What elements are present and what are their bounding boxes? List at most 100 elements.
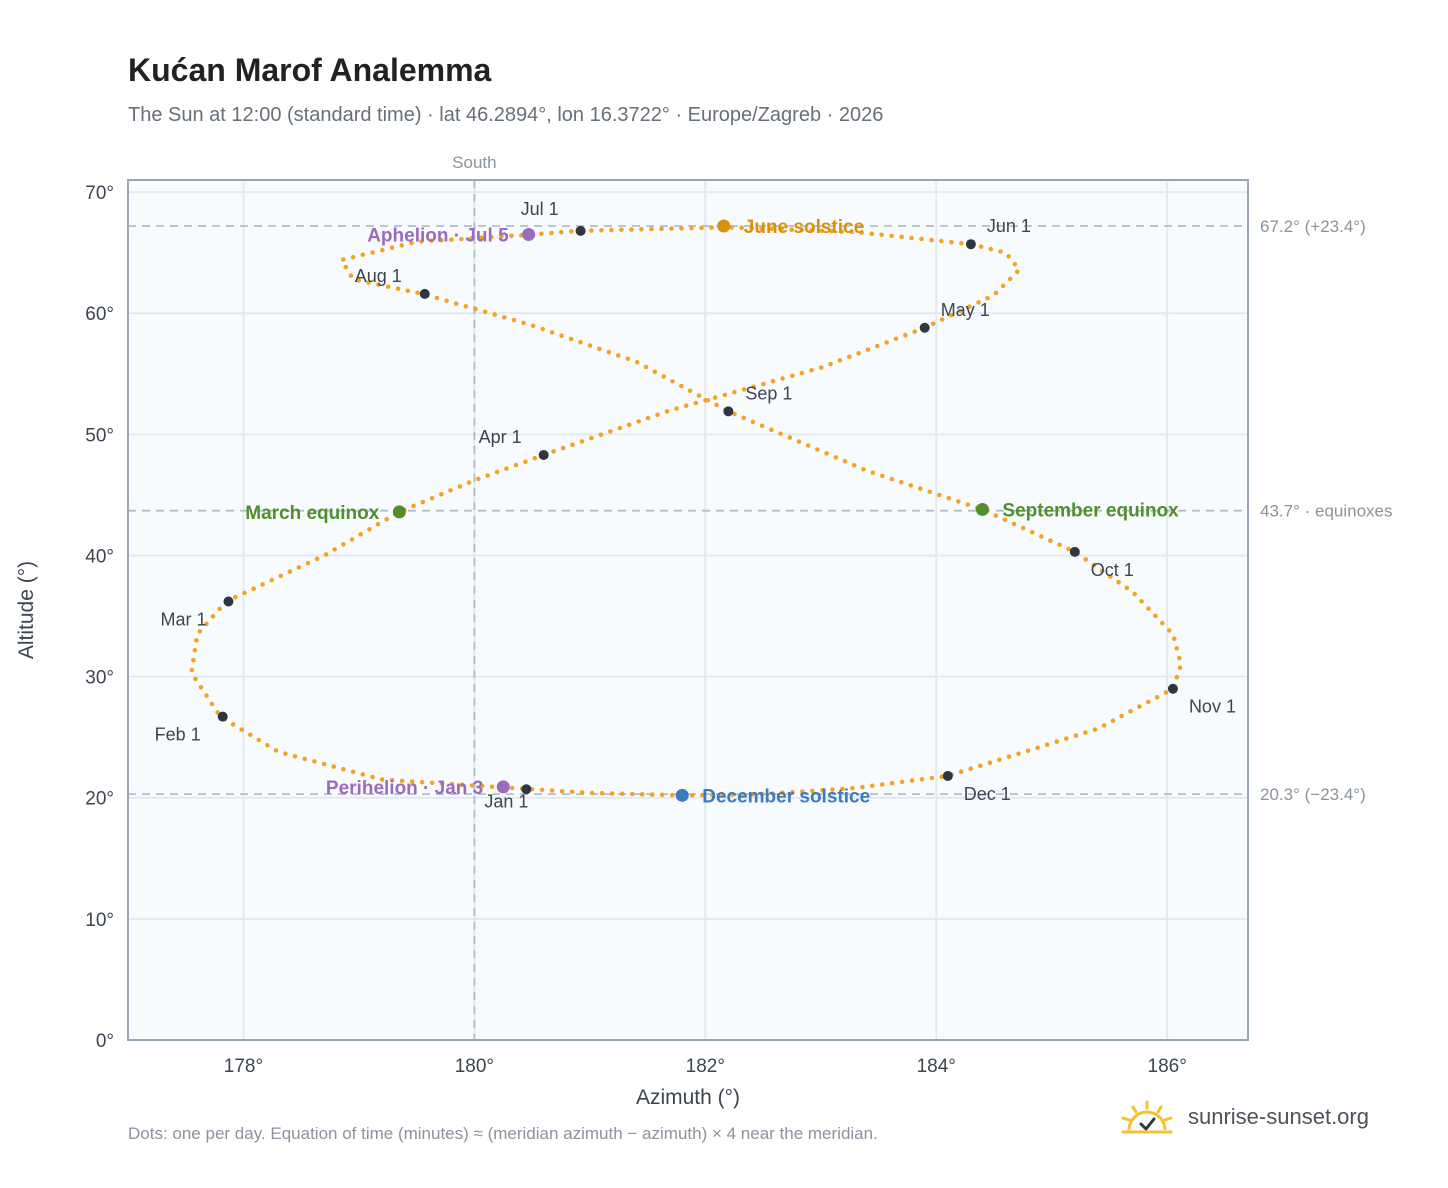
- daily-dot: [204, 693, 209, 698]
- daily-dot: [370, 774, 375, 780]
- daily-dot: [669, 226, 674, 231]
- daily-dot: [670, 792, 675, 798]
- daily-dot: [800, 789, 805, 794]
- reference-line-label: 20.3° (−23.4°): [1260, 785, 1366, 804]
- daily-dot: [830, 787, 835, 792]
- x-tick-label: 178°: [224, 1056, 263, 1077]
- month-marker-dot: [217, 711, 228, 722]
- daily-dot: [287, 569, 293, 574]
- daily-dot: [699, 225, 704, 231]
- daily-dot: [732, 411, 737, 417]
- daily-dot: [849, 229, 854, 235]
- daily-dot: [884, 340, 889, 345]
- daily-dot: [683, 403, 689, 409]
- daily-dot: [739, 225, 744, 230]
- daily-dot: [712, 395, 718, 400]
- month-marker-dot: [419, 288, 430, 299]
- daily-dot: [1174, 674, 1180, 680]
- daily-dot: [395, 286, 401, 292]
- daily-dot: [494, 469, 500, 475]
- event-marker-dot: [392, 505, 406, 519]
- daily-dot: [679, 383, 684, 389]
- daily-dot: [523, 459, 528, 465]
- daily-dot: [700, 792, 705, 798]
- daily-dot: [861, 466, 866, 472]
- daily-dot: [629, 791, 635, 797]
- daily-dot: [349, 537, 355, 542]
- month-marker-label: Oct 1: [1091, 560, 1134, 580]
- daily-dot: [639, 792, 645, 797]
- daily-dot: [939, 238, 944, 244]
- month-marker-dot: [521, 784, 532, 795]
- daily-dot: [829, 228, 834, 234]
- daily-dot: [967, 304, 972, 310]
- event-marker-dot: [717, 219, 731, 233]
- daily-dot: [759, 226, 764, 231]
- daily-dot: [714, 402, 719, 408]
- daily-dot: [204, 621, 209, 627]
- daily-dot: [809, 368, 814, 373]
- daily-dot: [499, 234, 504, 239]
- daily-dot: [463, 304, 469, 309]
- y-tick-label: 70°: [85, 183, 114, 204]
- daily-dot: [820, 787, 825, 793]
- daily-dot: [1016, 751, 1021, 756]
- brand-name: sunrise-sunset.org: [1188, 1104, 1369, 1129]
- daily-dot: [302, 756, 308, 762]
- month-marker-label: Feb 1: [155, 725, 201, 745]
- daily-dot: [619, 791, 625, 796]
- daily-dot: [790, 373, 795, 379]
- daily-dot: [732, 389, 737, 395]
- daily-dot: [420, 499, 426, 505]
- daily-dot: [799, 370, 805, 376]
- daily-dot: [987, 760, 993, 765]
- daily-dot: [251, 586, 256, 591]
- daily-dot: [504, 466, 509, 471]
- daily-dot: [842, 459, 848, 464]
- daily-dot: [1110, 718, 1116, 723]
- daily-dot: [434, 295, 440, 301]
- daily-dots: [189, 225, 1183, 798]
- daily-dot: [209, 701, 215, 707]
- daily-dot: [1020, 525, 1026, 531]
- daily-dot: [769, 427, 774, 433]
- daily-dot: [305, 560, 311, 566]
- daily-dot: [1132, 591, 1137, 597]
- month-marker-dot: [575, 225, 586, 236]
- daily-dot: [760, 791, 765, 797]
- daily-dot: [690, 792, 695, 798]
- daily-dot: [659, 792, 665, 798]
- daily-dot: [860, 784, 865, 790]
- daily-dot: [384, 516, 390, 522]
- y-tick-label: 0°: [96, 1031, 114, 1052]
- daily-dot: [578, 340, 583, 345]
- daily-dot: [779, 227, 784, 232]
- daily-dot: [949, 239, 954, 245]
- daily-dot: [559, 788, 565, 794]
- month-marker-label: Sep 1: [745, 383, 792, 403]
- daily-dot: [589, 435, 594, 441]
- daily-dot: [358, 532, 364, 537]
- y-tick-label: 20°: [85, 789, 114, 810]
- daily-dot: [419, 779, 425, 785]
- daily-dot: [609, 227, 614, 233]
- daily-dot: [233, 594, 238, 600]
- daily-dot: [341, 542, 346, 547]
- reference-line-label: 43.7° · equinoxes: [1260, 502, 1393, 521]
- daily-dot: [1035, 745, 1040, 750]
- brand-logo[interactable]: sunrise-sunset.org: [1120, 1100, 1369, 1134]
- daily-dot: [193, 676, 198, 682]
- daily-dot: [479, 783, 485, 789]
- daily-dot: [705, 398, 711, 403]
- daily-dot: [599, 790, 605, 796]
- south-line-label: South: [452, 153, 496, 172]
- daily-dot: [1012, 261, 1018, 267]
- daily-dot: [367, 527, 372, 532]
- daily-dot: [741, 415, 746, 421]
- daily-dot: [549, 330, 555, 335]
- daily-dot: [489, 784, 495, 789]
- event-markers: June solstice December solstice March equi…: [245, 217, 1179, 807]
- daily-dot: [380, 247, 385, 253]
- daily-dot: [411, 503, 416, 509]
